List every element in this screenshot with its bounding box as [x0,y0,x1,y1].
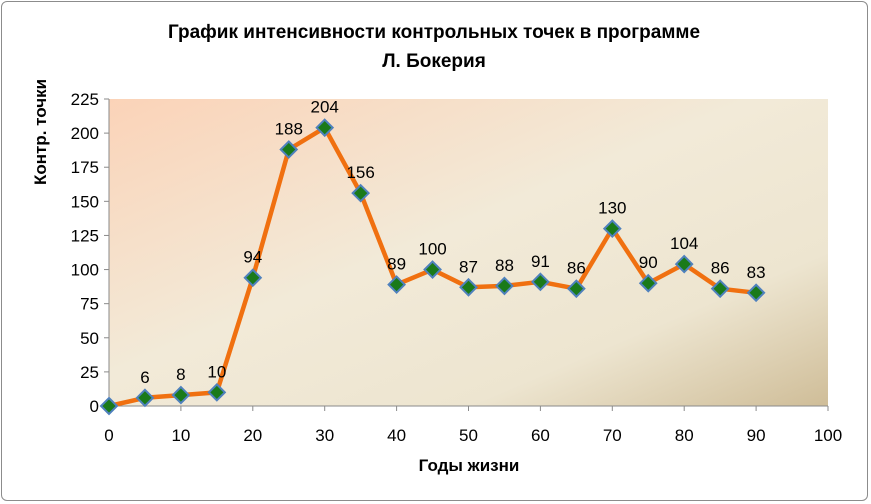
data-point-marker [387,275,407,294]
data-label: 8 [176,365,185,384]
plot-area [109,99,828,406]
x-tick-label: 10 [171,426,190,445]
data-label: 130 [598,199,626,218]
y-tick-label: 75 [80,295,99,314]
x-tick-label: 30 [315,426,334,445]
data-point-marker [279,140,299,159]
y-tick-label: 200 [71,124,99,143]
data-label: 188 [275,119,303,138]
x-axis-ticks: 0 10 20 30 40 50 60 70 80 90 100 [104,406,842,445]
data-point-marker [423,260,442,279]
y-tick-label: 225 [71,90,99,109]
data-label: 86 [567,259,586,278]
data-point-marker [315,118,335,138]
data-label: 91 [531,252,550,271]
data-label: 94 [243,248,262,267]
y-tick-label: 0 [90,397,99,416]
y-tick-label: 50 [80,329,99,348]
data-label: 87 [459,257,478,276]
data-point-marker [602,219,622,239]
x-tick-label: 50 [459,426,478,445]
data-point-marker [171,385,191,405]
data-label: 89 [387,255,406,274]
data-point-marker [566,279,586,299]
data-label: 204 [311,98,339,117]
chart-title-line-1: График интенсивности контрольных точек в… [168,22,700,43]
data-point-marker [243,268,263,288]
y-tick-label: 25 [80,363,99,382]
x-tick-label: 0 [104,426,113,445]
data-label: 156 [346,163,374,182]
x-tick-label: 100 [814,426,842,445]
data-label: 83 [747,263,766,282]
y-axis-title: Контр. точки [31,79,50,185]
y-tick-label: 175 [71,158,99,177]
data-label: 88 [495,256,514,275]
y-tick-label: 100 [71,261,99,280]
data-point-marker [638,273,658,293]
data-point-marker [135,388,155,408]
data-point-marker [99,396,119,416]
chart-title-line-2: Л. Бокерия [382,51,486,72]
x-axis-title: Годы жизни [419,456,520,475]
y-axis-ticks: 0 25 50 75 100 125 150 175 200 225 [71,90,109,416]
x-tick-label: 70 [603,426,622,445]
data-point-marker [459,277,478,297]
data-point-marker [530,272,550,292]
data-label: 104 [670,234,698,253]
series-group: 6 8 10 94 188 204 156 89 100 87 88 91 86 130 90 104 86 83 [99,98,766,416]
x-tick-label: 60 [531,426,550,445]
data-point-marker [207,382,227,402]
x-tick-label: 20 [243,426,262,445]
data-point-marker [710,279,730,299]
data-label: 10 [207,362,226,381]
data-label: 86 [711,259,730,278]
x-tick-label: 40 [387,426,406,445]
data-point-marker [674,254,694,274]
x-tick-label: 90 [747,426,766,445]
data-point-marker [495,276,514,296]
data-label: 6 [140,368,149,387]
y-tick-label: 125 [71,226,99,245]
data-label: 100 [418,240,446,259]
data-point-marker [746,283,766,303]
x-tick-label: 80 [675,426,694,445]
data-point-marker [351,183,371,203]
y-tick-label: 150 [71,192,99,211]
data-label: 90 [639,253,658,272]
